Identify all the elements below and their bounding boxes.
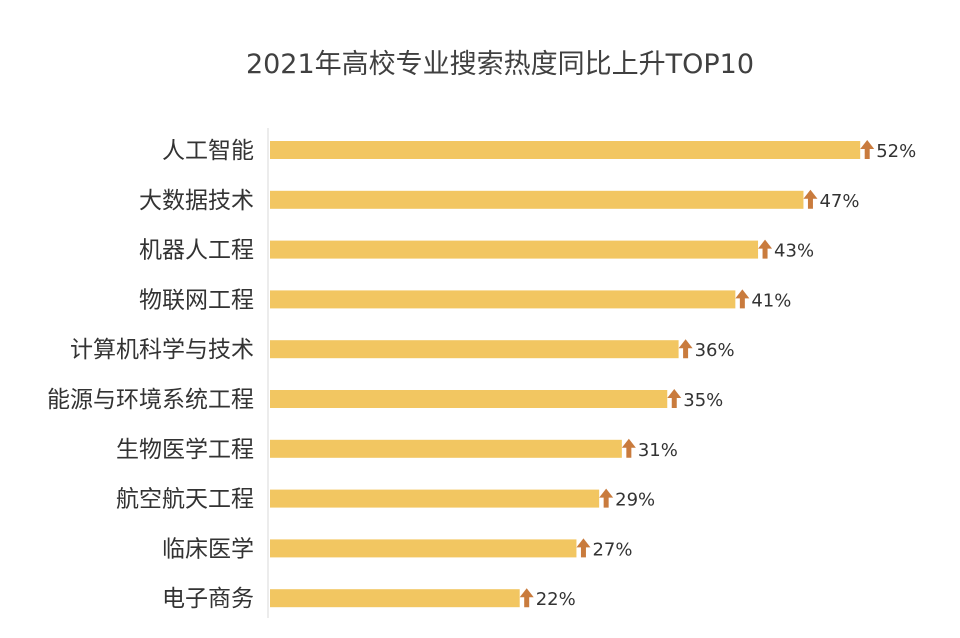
value-label: 41% <box>751 290 791 311</box>
up-arrow-icon <box>758 239 773 259</box>
bar-group: 机器人工程 43% <box>139 238 814 264</box>
category-label: 航空航天工程 <box>116 487 254 513</box>
up-arrow-icon <box>803 189 818 209</box>
value-label: 36% <box>695 340 735 361</box>
category-label: 生物医学工程 <box>116 437 254 463</box>
bar <box>270 240 759 259</box>
up-arrow-icon <box>860 140 875 159</box>
value-label: 27% <box>592 539 632 560</box>
value-label: 47% <box>819 191 859 212</box>
up-arrow-icon <box>599 488 614 508</box>
bar-group: 物联网工程 41% <box>139 287 791 313</box>
up-arrow-icon <box>621 438 636 458</box>
bar <box>270 190 804 209</box>
bar-group: 临床医学 27% <box>162 536 632 562</box>
category-label: 物联网工程 <box>139 287 254 313</box>
value-label: 22% <box>536 589 576 610</box>
bar-group: 电子商务 22% <box>162 586 576 612</box>
category-label: 大数据技术 <box>139 188 254 214</box>
category-label: 电子商务 <box>162 586 254 612</box>
bar <box>270 390 668 408</box>
category-label: 计算机科学与技术 <box>70 337 254 363</box>
category-label: 人工智能 <box>162 138 254 164</box>
value-label: 31% <box>638 440 678 461</box>
bar <box>270 589 520 608</box>
value-label: 29% <box>615 490 655 511</box>
value-label: 52% <box>876 141 916 162</box>
up-arrow-icon <box>576 538 591 558</box>
bar-group: 人工智能 52% <box>162 138 916 164</box>
up-arrow-icon <box>519 588 534 608</box>
category-label: 临床医学 <box>162 536 254 562</box>
bar-group: 大数据技术 47% <box>139 188 859 214</box>
up-arrow-icon <box>735 289 750 309</box>
bar <box>270 290 736 309</box>
category-label: 能源与环境系统工程 <box>47 387 254 413</box>
bar-group: 生物医学工程 31% <box>116 437 678 463</box>
bar <box>270 141 861 159</box>
up-arrow-icon <box>678 339 693 359</box>
bars-layer: 人工智能 52% 大数据技术 47% 机器人工程 43% 物联网工程 41% 计算机科学与技术 3… <box>47 138 916 612</box>
bar <box>270 489 600 508</box>
bar-group: 航空航天工程 29% <box>116 487 655 513</box>
category-label: 机器人工程 <box>139 238 254 264</box>
value-label: 35% <box>683 390 723 411</box>
bar-group: 计算机科学与技术 36% <box>70 337 735 363</box>
chart-title: 2021年高校专业搜索热度同比上升TOP10 <box>246 49 754 80</box>
up-arrow-icon <box>667 389 682 408</box>
bar <box>270 340 679 359</box>
bar <box>270 539 577 558</box>
bar-group: 能源与环境系统工程 35% <box>47 387 723 413</box>
bar <box>270 439 622 458</box>
value-label: 43% <box>774 241 814 262</box>
